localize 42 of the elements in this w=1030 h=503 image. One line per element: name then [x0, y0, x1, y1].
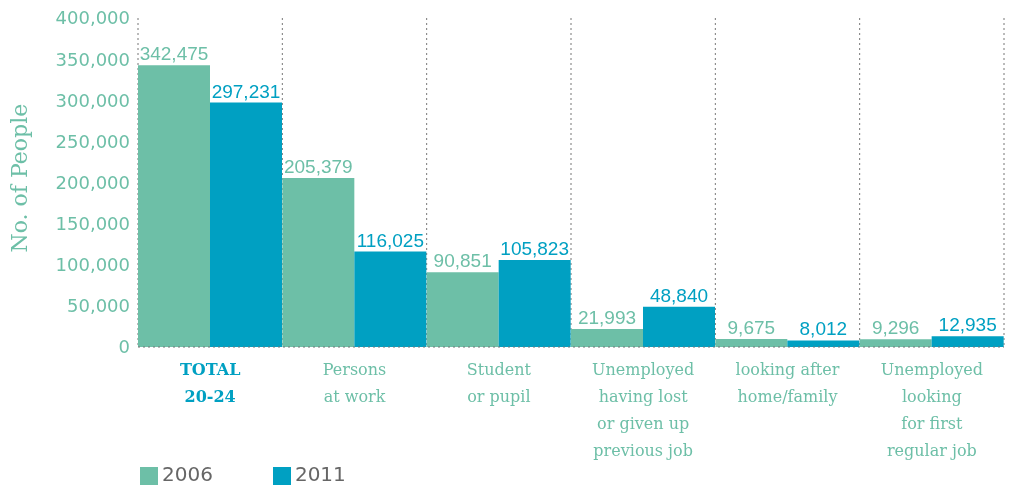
- bar: [282, 178, 355, 347]
- bar: [138, 65, 210, 347]
- bar: [426, 272, 499, 347]
- y-tick-label: 350,000: [55, 48, 130, 70]
- x-tick-label: Persons at work: [322, 360, 387, 406]
- data-label: 90,851: [433, 250, 492, 272]
- data-label: 342,475: [139, 43, 209, 65]
- legend-label: 2011: [294, 462, 346, 486]
- y-tick-label: 150,000: [55, 213, 130, 235]
- bar: [571, 328, 643, 347]
- legend-label: 2006: [162, 462, 213, 486]
- bar: [859, 339, 932, 347]
- y-tick-label: 100,000: [55, 254, 130, 276]
- bar: [498, 259, 571, 347]
- data-label: 12,935: [938, 314, 997, 336]
- x-tick-label: Unemployed looking for first regular job: [880, 360, 983, 460]
- y-tick-label: 250,000: [55, 130, 130, 152]
- bar: [931, 336, 1004, 347]
- bar: [643, 306, 715, 347]
- x-tick-label: Unemployed having lost or given up previous job: [592, 360, 695, 460]
- x-tick-label: TOTAL 20-24: [179, 360, 241, 406]
- bar: [787, 340, 860, 347]
- x-tick-label: Student or pupil: [466, 360, 532, 406]
- y-axis-title: No. of People: [6, 103, 32, 253]
- data-label: 105,823: [500, 237, 570, 259]
- data-label: 116,025: [356, 229, 424, 251]
- data-label: 9,675: [727, 317, 776, 339]
- bar: [715, 339, 788, 347]
- bar: [210, 102, 282, 347]
- y-tick-label: 0: [118, 336, 130, 358]
- data-label: 297,231: [211, 80, 281, 102]
- bar: [354, 251, 427, 347]
- data-label: 205,379: [283, 156, 353, 178]
- data-label: 21,993: [577, 306, 637, 328]
- data-label: 48,840: [649, 284, 709, 306]
- y-tick-label: 50,000: [67, 295, 130, 317]
- y-tick-label: 400,000: [55, 7, 130, 29]
- y-tick-label: 300,000: [55, 89, 130, 111]
- data-label: 9,296: [871, 317, 920, 339]
- y-tick-label: 200,000: [55, 171, 130, 193]
- x-tick-label: looking after home/family: [735, 360, 840, 406]
- data-label: 8,012: [799, 318, 848, 340]
